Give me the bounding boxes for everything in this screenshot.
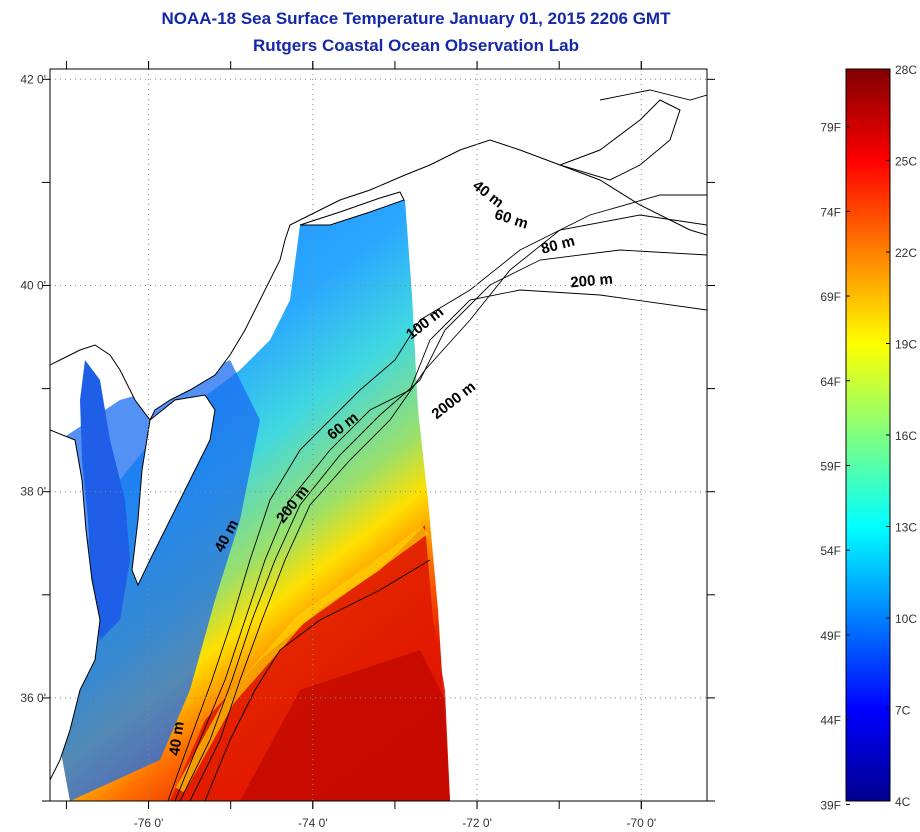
colorbar-fahrenheit-label: 39F [820,798,841,812]
colorbar-fahrenheit-label: 74F [820,205,841,219]
colorbar-fahrenheit-label: 79F [820,121,841,135]
lon-tick-label: -70 0' [626,816,656,830]
land-northeast [50,69,707,421]
lat-tick-label: 40 0' [20,279,46,293]
map-border [49,68,708,802]
colorbar-celsius-label: 4C [895,795,911,809]
map-title: NOAA-18 Sea Surface Temperature January … [161,9,671,28]
colorbar-celsius-label: 19C [895,338,917,352]
colorbar-fahrenheit-label: 49F [820,629,841,643]
colorbar-fahrenheit-label: 69F [820,290,841,304]
colorbar-fahrenheit-label: 44F [820,714,841,728]
colorbar-celsius-label: 28C [895,63,917,77]
colorbar [845,68,891,802]
land-cape-cod [558,99,681,181]
colorbar-fahrenheit-label: 59F [820,460,841,474]
colorbar-celsius-label: 16C [895,429,917,443]
colorbar-celsius-label: 25C [895,155,917,169]
lon-tick-label: -76 0' [134,816,164,830]
colorbar-celsius-label: 7C [895,704,911,718]
lat-tick-label: 38 0' [20,485,46,499]
contour-label: 40 m [166,720,188,756]
colorbar-celsius-label: 10C [895,612,917,626]
colorbar-fahrenheit-label: 54F [820,544,841,558]
gulf-stream-core [240,650,450,801]
colorbar-celsius-label: 22C [895,246,917,260]
colorbar-celsius-label: 13C [895,521,917,535]
colorbar-fahrenheit-label: 64F [820,375,841,389]
graticule [50,69,707,801]
bathymetry-contours [167,89,707,801]
land-long-island [299,191,405,226]
lon-tick-label: -74 0' [298,816,328,830]
land-delmarva [131,394,216,587]
lat-tick-label: 36 0' [20,691,46,705]
land-virginia-carolina [50,429,101,781]
lon-tick-label: -72 0' [462,816,492,830]
lat-tick-label: 42 0' [20,72,46,86]
map-subtitle: Rutgers Coastal Ocean Observation Lab [253,36,579,55]
chesapeake-bay-sst [80,360,130,640]
contour-label: 200 m [570,271,614,292]
